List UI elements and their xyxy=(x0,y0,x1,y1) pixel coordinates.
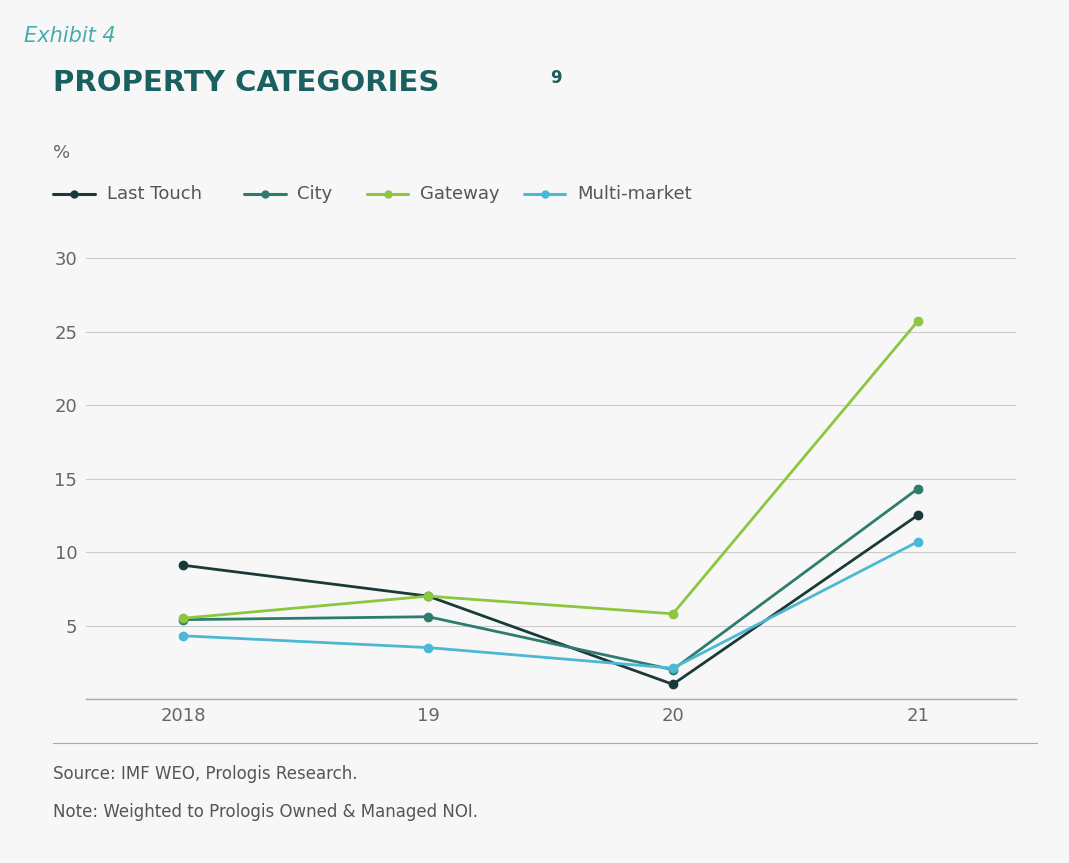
Text: Multi-market: Multi-market xyxy=(577,186,692,203)
Text: %: % xyxy=(53,143,71,161)
Text: PROPERTY CATEGORIES: PROPERTY CATEGORIES xyxy=(53,69,439,97)
Text: Gateway: Gateway xyxy=(420,186,500,203)
Text: Exhibit 4: Exhibit 4 xyxy=(24,26,115,46)
Text: City: City xyxy=(297,186,332,203)
Text: Last Touch: Last Touch xyxy=(107,186,202,203)
Text: Note: Weighted to Prologis Owned & Managed NOI.: Note: Weighted to Prologis Owned & Manag… xyxy=(53,803,479,821)
Text: Source: IMF WEO, Prologis Research.: Source: IMF WEO, Prologis Research. xyxy=(53,765,358,783)
Text: 9: 9 xyxy=(551,69,561,87)
